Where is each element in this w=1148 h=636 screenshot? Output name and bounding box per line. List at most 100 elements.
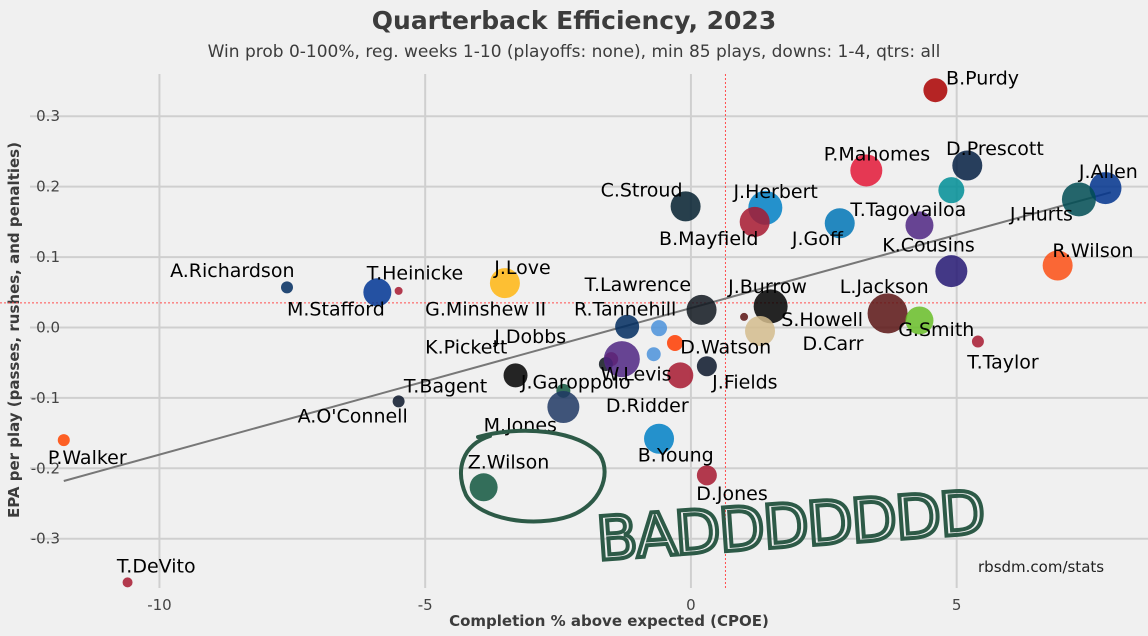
source-credit: rbsdm.com/stats: [978, 558, 1105, 576]
data-point: [867, 293, 908, 334]
data-point: [392, 395, 405, 408]
data-point: [824, 208, 855, 239]
data-point: [686, 294, 717, 325]
point-label: T.Tagovailoa: [849, 199, 966, 221]
trendline: [63, 191, 1112, 482]
data-point: [651, 320, 668, 337]
grid-lines: [30, 74, 1148, 588]
data-point: [938, 177, 965, 204]
data-point: [740, 312, 749, 321]
chart-title: Quarterback Efficiency, 2023: [371, 6, 777, 35]
hand-drawn-circle: [459, 428, 607, 524]
trendline-path: [63, 191, 1112, 482]
point-label: J.Hurts: [1009, 203, 1073, 225]
point-label: D.Jones: [696, 483, 768, 505]
point-label: B.Young: [638, 444, 714, 466]
y-tick-label: -0.3: [31, 530, 60, 548]
data-point: [971, 335, 984, 348]
point-label: J.Goff: [791, 228, 844, 250]
x-tick-label: 5: [952, 596, 962, 614]
data-point: [739, 206, 770, 237]
point-label: J.Love: [493, 257, 550, 279]
point-label: J.Dobbs: [493, 326, 566, 348]
data-point: [1089, 172, 1122, 205]
point-label: P.Mahomes: [824, 144, 930, 166]
data-point: [923, 78, 948, 103]
annotation-text: BADDDDDDD: [594, 478, 986, 575]
data-point: [1042, 250, 1073, 281]
data-point: [905, 306, 934, 335]
data-point: [281, 281, 293, 294]
reference-lines: [0, 74, 1148, 588]
point-label: T.Taylor: [966, 351, 1039, 373]
data-point: [666, 334, 683, 351]
point-label: G.Smith: [898, 319, 974, 341]
point-label: W.Levis: [601, 363, 672, 385]
data-point: [363, 278, 392, 307]
point-label: J.Fields: [711, 372, 777, 394]
x-tick-label: -5: [418, 596, 433, 614]
data-point: [547, 391, 580, 424]
point-label: T.DeVito: [116, 556, 196, 578]
point-label: T.Bagent: [403, 375, 487, 397]
data-point: [57, 434, 70, 447]
data-point: [646, 347, 661, 362]
data-point: [489, 268, 520, 299]
y-tick-label: -0.2: [31, 459, 60, 477]
data-point: [753, 289, 788, 324]
point-label: J.Burrow: [727, 276, 807, 298]
point-label: L.Jackson: [840, 276, 929, 298]
data-point: [745, 316, 776, 346]
y-tick-label: 0.1: [36, 248, 60, 266]
point-label: A.O'Connell: [298, 406, 408, 428]
data-points: [57, 78, 1122, 588]
point-label: J.Garoppolo: [520, 372, 631, 394]
data-point: [615, 314, 640, 339]
data-point: [850, 154, 883, 187]
point-label: R.Wilson: [1052, 240, 1133, 262]
point-label: G.Minshew II: [425, 299, 546, 321]
data-point: [935, 255, 968, 288]
point-label: K.Pickett: [425, 337, 507, 359]
point-label: K.Cousins: [882, 234, 975, 256]
point-label: T.Lawrence: [584, 274, 691, 296]
point-label: B.Mayfield: [659, 228, 758, 250]
data-point: [952, 150, 983, 181]
point-label: D.Watson: [680, 337, 771, 359]
chart-subtitle: Win prob 0-100%, reg. weeks 1-10 (playof…: [207, 42, 941, 62]
y-tick-label: 0.3: [36, 107, 60, 125]
axis-ticks: -10 -5 0 5 -0.3 -0.2 -0.1 0.0 0.1 0.2 0.3: [31, 107, 962, 614]
point-label: B.Purdy: [946, 68, 1019, 90]
y-tick-label: 0.0: [36, 318, 60, 336]
point-label: C.Stroud: [601, 180, 683, 202]
data-point: [670, 191, 701, 222]
data-point: [122, 577, 133, 588]
point-label: D.Prescott: [946, 138, 1044, 160]
x-axis-label: Completion % above expected (CPOE): [449, 612, 769, 630]
data-point: [394, 286, 403, 295]
y-tick-label: -0.1: [31, 389, 60, 407]
data-point: [696, 465, 717, 486]
x-tick-label: 0: [686, 596, 696, 614]
data-point: [667, 362, 694, 389]
point-label: J.Herbert: [732, 181, 817, 203]
data-point: [696, 356, 717, 377]
y-tick-label: 0.2: [36, 178, 60, 196]
point-label: J.Allen: [1078, 161, 1138, 183]
point-label: T.Heinicke: [366, 263, 463, 285]
data-point: [503, 363, 528, 388]
data-point: [905, 211, 934, 240]
point-label: D.Carr: [803, 333, 864, 355]
point-label: Z.Wilson: [468, 451, 550, 473]
point-label: M.Stafford: [287, 299, 385, 321]
data-point: [603, 341, 640, 378]
point-label: D.Ridder: [606, 395, 689, 417]
point-label: S.Howell: [781, 309, 863, 331]
data-point: [469, 473, 498, 502]
point-label: P.Walker: [48, 447, 127, 469]
data-point: [1061, 182, 1096, 217]
data-point: [644, 423, 675, 454]
x-tick-label: -10: [147, 596, 172, 614]
